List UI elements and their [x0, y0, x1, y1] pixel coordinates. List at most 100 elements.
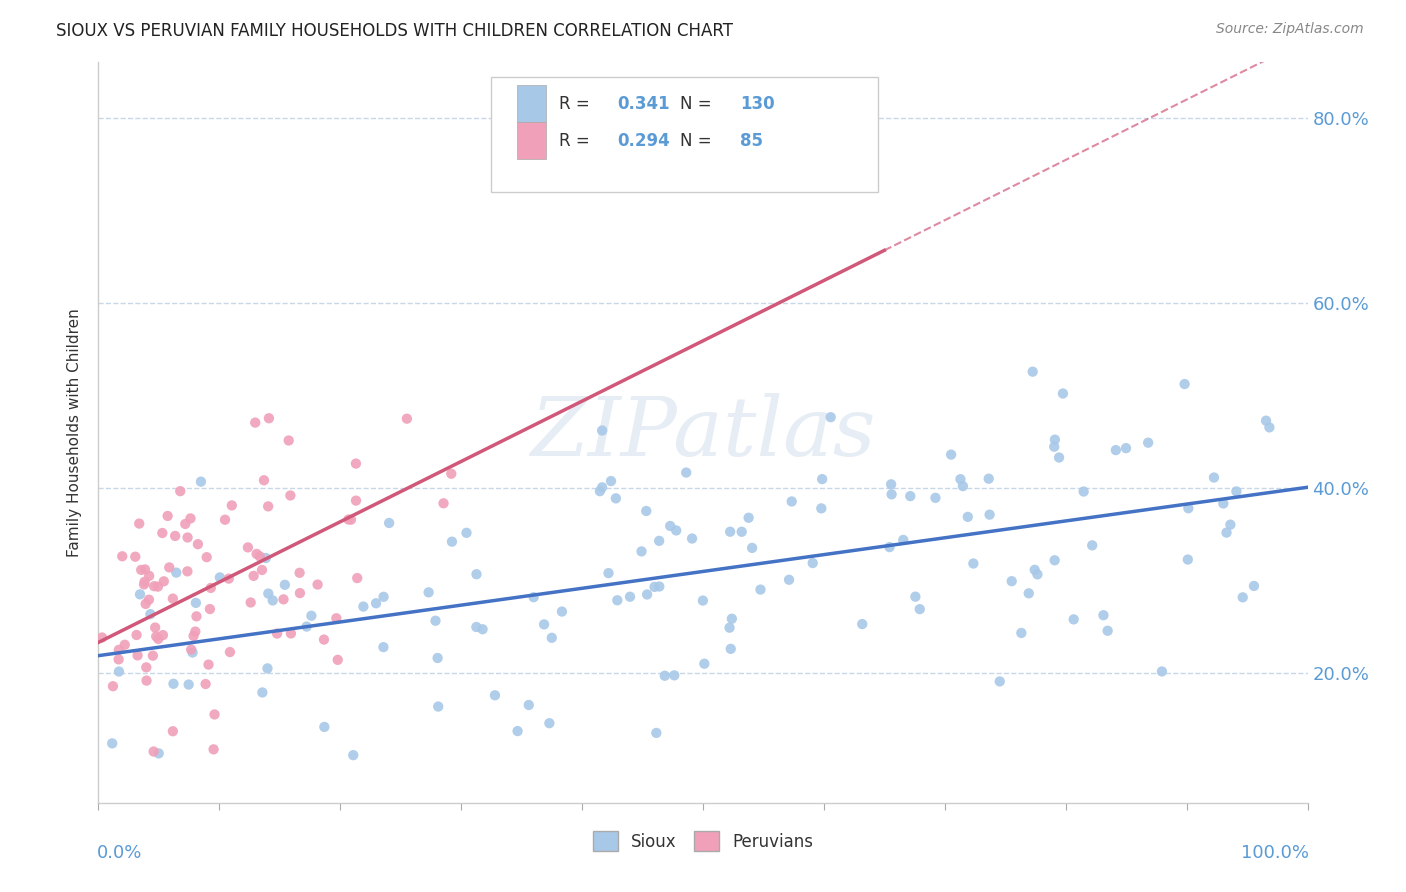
Point [352, 599, 374, 614]
Point [197, 657, 219, 672]
Point [280, 626, 302, 640]
Point [605, 491, 627, 506]
Point [274, 578, 297, 592]
Point [373, 590, 395, 604]
Point [506, 724, 529, 739]
Point [176, 565, 198, 579]
Point [440, 534, 463, 549]
Point [295, 619, 318, 633]
Point [257, 500, 280, 514]
Point [250, 563, 273, 577]
Point [939, 448, 962, 462]
Point [636, 587, 658, 601]
Point [1092, 608, 1115, 623]
Point [184, 624, 207, 639]
Legend: Sioux, Peruvians: Sioux, Peruvians [586, 825, 820, 857]
Point [200, 581, 222, 595]
Point [153, 574, 176, 589]
Point [138, 569, 160, 583]
Point [801, 556, 824, 570]
Point [101, 736, 124, 750]
Point [1018, 586, 1040, 600]
Point [1052, 386, 1074, 401]
Text: 100.0%: 100.0% [1240, 844, 1309, 862]
Point [299, 608, 322, 623]
Point [364, 596, 387, 610]
Point [589, 484, 612, 499]
Point [342, 748, 364, 763]
Point [1043, 553, 1066, 567]
Point [373, 640, 395, 654]
Point [418, 585, 440, 599]
Point [962, 557, 984, 571]
Point [326, 653, 349, 667]
Point [879, 540, 901, 554]
Point [1177, 552, 1199, 566]
Point [340, 513, 363, 527]
Point [242, 569, 264, 583]
Point [1026, 567, 1049, 582]
Point [619, 590, 641, 604]
Point [1047, 450, 1070, 465]
Point [337, 512, 360, 526]
Point [820, 410, 842, 425]
Point [252, 685, 274, 699]
Text: ZIPatlas: ZIPatlas [530, 392, 876, 473]
Point [314, 720, 336, 734]
Point [598, 566, 620, 581]
Point [143, 621, 166, 635]
Point [245, 416, 267, 430]
Point [644, 580, 666, 594]
Point [648, 579, 671, 593]
Point [664, 668, 686, 682]
Point [132, 577, 155, 591]
Point [1021, 365, 1043, 379]
Y-axis label: Family Households with Children: Family Households with Children [67, 309, 83, 557]
Point [718, 621, 741, 635]
Point [1177, 501, 1199, 516]
Point [325, 611, 347, 625]
Point [538, 716, 561, 731]
Point [810, 501, 832, 516]
Point [162, 724, 184, 739]
Text: Source: ZipAtlas.com: Source: ZipAtlas.com [1216, 22, 1364, 37]
Point [675, 466, 697, 480]
Text: N =: N = [681, 132, 717, 150]
Point [1001, 574, 1024, 589]
Point [128, 516, 150, 531]
Point [988, 674, 1011, 689]
Point [165, 529, 187, 543]
Point [148, 747, 170, 761]
Point [780, 494, 803, 508]
Point [219, 645, 242, 659]
Text: 85: 85 [741, 132, 763, 150]
Point [129, 563, 152, 577]
Point [174, 516, 197, 531]
Point [253, 473, 276, 487]
Point [720, 641, 742, 656]
Point [465, 620, 488, 634]
Text: R =: R = [560, 132, 595, 150]
Point [181, 645, 204, 659]
Point [630, 544, 652, 558]
Point [262, 593, 284, 607]
Point [186, 609, 208, 624]
Point [1115, 441, 1137, 455]
Point [134, 574, 156, 589]
Point [108, 643, 131, 657]
Point [156, 508, 179, 523]
Point [139, 607, 162, 622]
Point [659, 519, 682, 533]
Point [636, 504, 658, 518]
Point [246, 547, 269, 561]
Point [135, 597, 157, 611]
Point [692, 593, 714, 607]
Point [180, 642, 202, 657]
Point [108, 665, 131, 679]
Point [346, 571, 368, 585]
Point [1243, 579, 1265, 593]
Point [924, 491, 946, 505]
Point [162, 591, 184, 606]
Point [471, 622, 494, 636]
Point [721, 612, 744, 626]
